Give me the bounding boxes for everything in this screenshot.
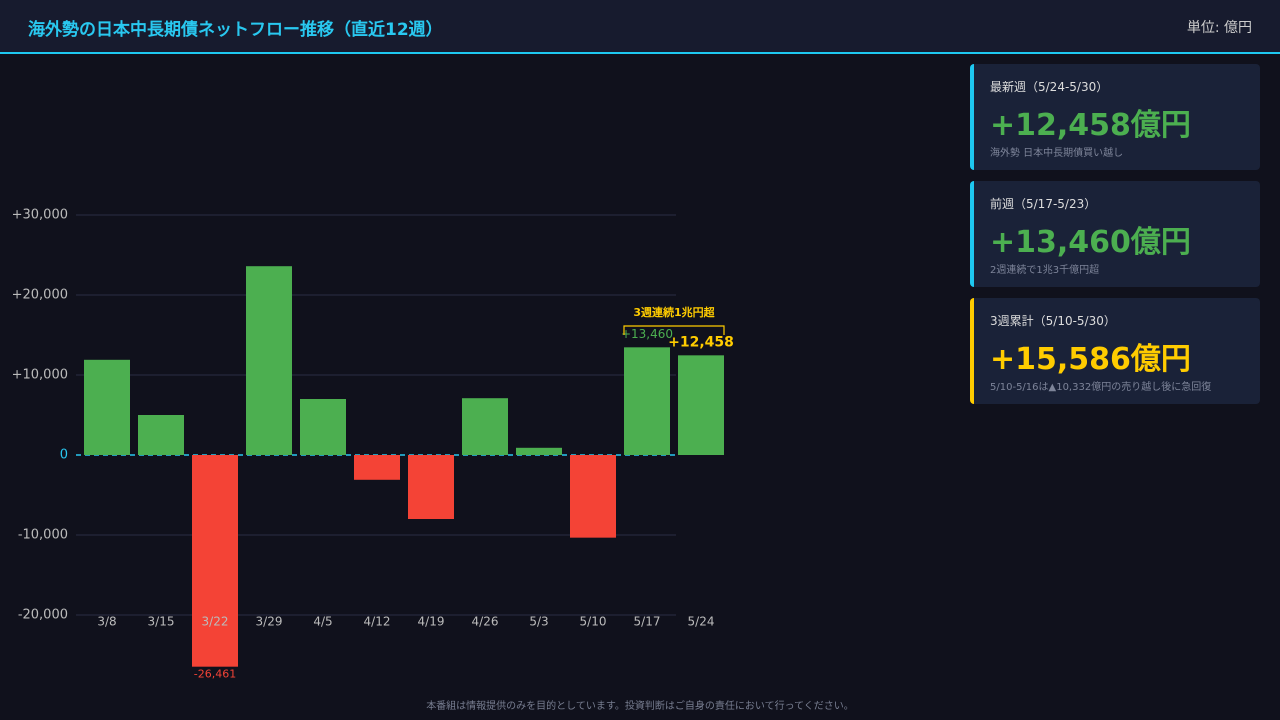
bar	[678, 355, 724, 455]
bar	[624, 347, 670, 455]
bar	[462, 398, 508, 455]
value-label: +12,458	[668, 334, 734, 350]
card: 3週累計（5/10-5/30） +15,586億円 5/10-5/16は▲10,…	[970, 298, 1260, 404]
unit: 単位: 億円	[1186, 20, 1252, 36]
card: 前週（5/17-5/23） +13,460億円 2週連続で1兆3千億円超	[970, 181, 1260, 287]
bar	[246, 266, 292, 455]
card-note: 2週連続で1兆3千億円超	[990, 265, 1100, 276]
bar	[84, 359, 130, 455]
x-tick-label: 3/15	[148, 615, 175, 629]
x-tick-label: 3/8	[97, 615, 116, 629]
annotation: 3週連続1兆円超	[633, 305, 715, 319]
card: 最新週（5/24-5/30） +12,458億円 海外勢 日本中長期債買い越し	[970, 64, 1260, 170]
bar	[516, 447, 562, 455]
card-value: +12,458億円	[990, 108, 1191, 143]
title: 海外勢の日本中長期債ネットフロー推移（直近12週）	[28, 20, 443, 40]
bar	[354, 455, 400, 480]
card-value: +13,460億円	[990, 225, 1191, 260]
y-tick-label: +10,000	[12, 368, 68, 383]
x-tick-label: 3/29	[256, 615, 283, 629]
y-tick-label: -10,000	[18, 528, 68, 543]
annotation-bracket	[623, 325, 725, 335]
x-tick-label: 5/3	[529, 615, 548, 629]
x-tick-label: 4/26	[472, 615, 499, 629]
bar	[192, 455, 238, 667]
bar	[570, 455, 616, 538]
chart: +30,000 +20,000 +10,000 0 -10,000 -20,000 3/8 3…	[12, 208, 734, 681]
x-tick-label: 3/22	[202, 615, 229, 629]
footer: 本番組は情報提供のみを目的としています。投資判断はご自身の責任において行ってくだ…	[426, 701, 854, 712]
x-tick-label: 5/10	[580, 615, 607, 629]
y-tick-label: -20,000	[18, 608, 68, 623]
bar	[300, 399, 346, 455]
card-note: 海外勢 日本中長期債買い越し	[990, 148, 1124, 159]
bar	[408, 455, 454, 519]
x-tick-label: 5/17	[634, 615, 661, 629]
card-title: 3週累計（5/10-5/30）	[990, 314, 1116, 328]
x-tick-label: 4/19	[418, 615, 445, 629]
x-tick-label: 4/12	[364, 615, 391, 629]
y-tick-label: 0	[60, 448, 68, 463]
bar	[138, 415, 184, 455]
x-tick-label: 4/5	[313, 615, 332, 629]
header: 海外勢の日本中長期債ネットフロー推移（直近12週） 単位: 億円	[0, 0, 1280, 54]
card-value: +15,586億円	[990, 342, 1191, 377]
y-tick-label: +30,000	[12, 208, 68, 223]
value-label: +13,460	[621, 327, 673, 341]
y-tick-label: +20,000	[12, 288, 68, 303]
card-title: 最新週（5/24-5/30）	[990, 80, 1109, 94]
value-label: -26,461	[194, 668, 236, 681]
card-note: 5/10-5/16は▲10,332億円の売り越し後に急回復	[990, 382, 1212, 393]
x-tick-label: 5/24	[688, 615, 715, 629]
card-title: 前週（5/17-5/23）	[990, 197, 1097, 211]
